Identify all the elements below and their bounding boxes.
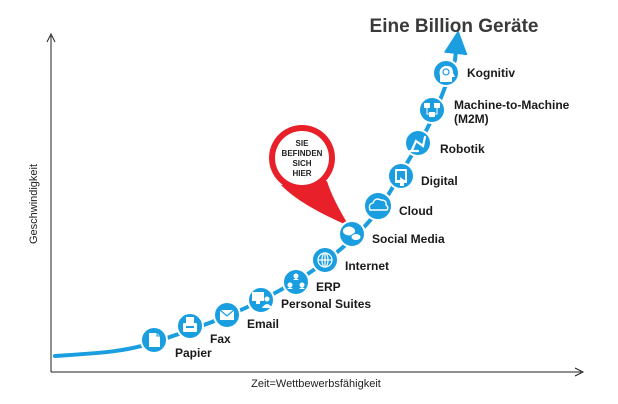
milestone-personal-suites: Personal Suites [247, 286, 371, 314]
you-are-here-callout: SIE BEFINDEN SICH HIER [269, 125, 349, 226]
globe-icon [317, 252, 333, 268]
milestone-robotik: Robotik [404, 129, 485, 157]
x-axis-label: Zeit=Wettbewerbsfähigkeit [251, 378, 381, 390]
y-axis-arrow-icon [46, 32, 56, 43]
tablet-touch-icon [395, 169, 407, 186]
cloud-icon [368, 198, 389, 211]
milestone-digital: Digital [387, 162, 458, 190]
document-icon [149, 333, 160, 347]
fax-icon [183, 317, 197, 332]
milestone-label: Personal Suites [281, 297, 371, 311]
y-axis-label: Geschwindigkeit [28, 164, 40, 244]
milestone-label: Fax [210, 332, 231, 346]
milestone-social-media: Social Media [338, 220, 445, 248]
chart-title: Eine Billion Geräte [370, 16, 539, 37]
milestone-label: Email [247, 317, 279, 331]
m2m-network-icon [424, 103, 440, 117]
callout-line-2: BEFINDEN [282, 149, 323, 158]
brain-head-icon [439, 65, 455, 82]
milestone-label: Papier [175, 346, 212, 360]
milestone-label: Kognitiv [467, 66, 515, 80]
network-people-icon [287, 273, 305, 289]
milestone-cloud: Cloud [363, 191, 433, 221]
milestone-label: ERP [316, 280, 341, 294]
chat-bubbles-icon [343, 226, 362, 241]
monitor-user-icon [252, 292, 272, 308]
callout-line-3: SICH [292, 159, 311, 168]
callout-line-4: HIER [292, 169, 311, 178]
milestone-kognitiv: Kognitiv [432, 59, 515, 87]
axes [46, 32, 585, 377]
milestone-papier: Papier [140, 326, 212, 360]
milestone-label: Machine-to-Machine [454, 98, 570, 112]
robot-arm-icon [408, 135, 427, 153]
x-axis-arrow-icon [574, 367, 585, 377]
milestone-erp: ERP [282, 268, 341, 296]
milestone-label: Social Media [372, 232, 445, 246]
milestone-m2m: Machine-to-Machine (M2M) [418, 96, 570, 126]
milestone-email: Email [213, 301, 279, 331]
milestone-label: Digital [421, 174, 458, 188]
milestone-label: Robotik [440, 142, 485, 156]
milestone-label: Internet [345, 259, 389, 273]
milestone-label-sub: (M2M) [454, 112, 489, 126]
milestone-fax: Fax [176, 312, 231, 346]
milestone-label: Cloud [399, 204, 433, 218]
milestone-internet: Internet [311, 246, 389, 274]
envelope-icon [219, 309, 235, 320]
callout-line-1: SIE [296, 139, 310, 148]
